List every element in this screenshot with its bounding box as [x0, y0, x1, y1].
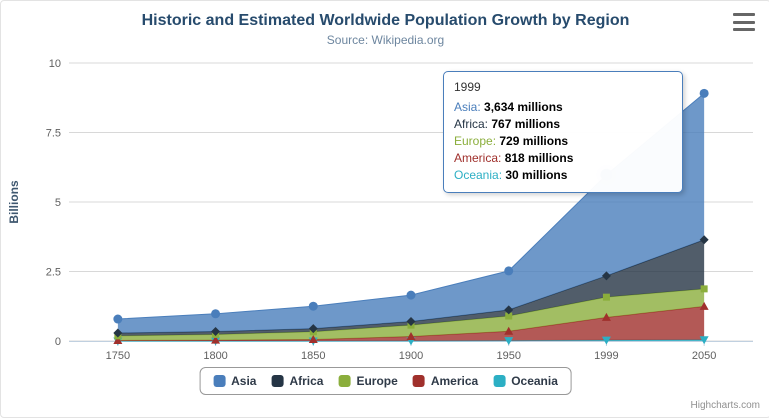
point-africa-1850[interactable]	[308, 324, 318, 334]
tooltip-series-value: 30 millions	[505, 168, 568, 182]
legend-label: America	[430, 374, 479, 388]
point-africa-2050[interactable]	[699, 235, 709, 245]
point-america-1999[interactable]	[601, 312, 611, 321]
y-axis-label: 7.5	[46, 128, 61, 140]
legend-item-oceania[interactable]: Oceania	[493, 374, 558, 388]
point-america-1750[interactable]	[113, 335, 123, 344]
point-africa-1950[interactable]	[504, 305, 514, 315]
legend-label: Oceania	[511, 374, 558, 388]
point-asia-1850[interactable]	[308, 301, 318, 311]
tooltip-row-oceania: Oceania: 30 millions	[454, 167, 672, 184]
series-area-africa[interactable]	[117, 239, 705, 336]
legend-item-europe[interactable]: Europe	[338, 374, 398, 388]
point-oceania-1950[interactable]	[504, 337, 514, 346]
y-axis-label: 0	[55, 336, 61, 348]
point-asia-1950[interactable]	[504, 266, 514, 276]
point-america-1800[interactable]	[211, 335, 221, 344]
chart-subtitle: Source: Wikipedia.org	[326, 33, 445, 47]
point-oceania-2050[interactable]	[699, 336, 709, 345]
legend-item-africa[interactable]: Africa	[271, 374, 323, 388]
series-area-america[interactable]	[117, 306, 705, 341]
point-africa-1999[interactable]	[601, 271, 611, 281]
x-axis-label: 1950	[496, 350, 520, 362]
point-asia-1800[interactable]	[211, 309, 221, 319]
point-america-1850[interactable]	[308, 334, 318, 343]
tooltip-series-value: 3,634 millions	[484, 100, 563, 114]
tooltip-series-name: Africa:	[454, 117, 492, 131]
point-oceania-1999[interactable]	[601, 336, 611, 345]
y-axis-label: 10	[49, 58, 61, 70]
x-axis-label: 1800	[203, 350, 227, 362]
legend-label: Asia	[231, 374, 257, 388]
legend-swatch-icon	[338, 375, 351, 387]
series-area-asia[interactable]	[117, 93, 705, 333]
tooltip-header: 1999	[454, 80, 481, 94]
x-axis-label: 1850	[301, 350, 325, 362]
hamburger-icon	[733, 13, 755, 16]
legend-swatch-icon	[271, 375, 284, 387]
legend-item-america[interactable]: America	[412, 374, 479, 388]
x-axis-label: 1900	[399, 350, 423, 362]
tooltip-series-name: Europe:	[454, 134, 500, 148]
point-america-1900[interactable]	[406, 331, 416, 340]
tooltip-row-africa: Africa: 767 millions	[454, 116, 672, 133]
point-europe-2050[interactable]	[700, 285, 708, 293]
tooltip-row-asia: Asia: 3,634 millions	[454, 99, 672, 116]
hamburger-icon	[733, 20, 755, 24]
hamburger-icon	[733, 28, 755, 31]
x-axis-label: 1999	[594, 350, 618, 362]
x-axis-label: 1750	[106, 350, 130, 362]
tooltip-series-value: 767 millions	[491, 117, 561, 131]
point-europe-1999[interactable]	[602, 293, 610, 301]
point-africa-1750[interactable]	[113, 328, 123, 338]
y-axis-title: Billions	[7, 180, 21, 224]
credits-link[interactable]: Highcharts.com	[690, 400, 760, 411]
legend-swatch-icon	[213, 375, 226, 387]
legend-swatch-icon	[412, 375, 425, 387]
plot-area: 0 2.5 5 7.5 10 1750 1800 1850 1900 1950 1999 2050	[46, 58, 753, 362]
tooltip-series-name: Asia:	[454, 100, 485, 114]
tooltip-series-name: Oceania:	[454, 168, 506, 182]
tooltip-row-america: America: 818 millions	[454, 150, 672, 167]
context-menu-button[interactable]	[731, 12, 757, 32]
tooltip-series-name: America:	[454, 151, 505, 165]
legend-swatch-icon	[493, 375, 506, 387]
tooltip-series-value: 729 millions	[499, 134, 569, 148]
legend-label: Europe	[356, 374, 398, 388]
tooltip-rows: Asia: 3,634 millions Africa: 767 millions…	[454, 99, 672, 184]
point-america-1950[interactable]	[504, 326, 514, 335]
legend-item-asia[interactable]: Asia	[213, 374, 256, 388]
y-axis-label: 2.5	[46, 267, 61, 279]
x-axis-label: 2050	[692, 350, 716, 362]
point-asia-1900[interactable]	[406, 290, 416, 300]
chart-title: Historic and Estimated Worldwide Populat…	[141, 12, 630, 29]
point-africa-1900[interactable]	[406, 316, 416, 326]
point-asia-1750[interactable]	[113, 314, 123, 324]
tooltip-row-europe: Europe: 729 millions	[454, 133, 672, 150]
point-asia-2050[interactable]	[699, 88, 709, 98]
tooltip-series-value: 818 millions	[504, 151, 574, 165]
legend: Asia Africa Europe America Oceania	[199, 367, 572, 395]
point-africa-1800[interactable]	[211, 326, 221, 336]
y-axis-label: 5	[55, 197, 61, 209]
point-europe-1950[interactable]	[505, 312, 513, 320]
point-america-2050[interactable]	[699, 301, 709, 310]
legend-label: Africa	[289, 374, 324, 388]
tooltip: 1999 Asia: 3,634 millions Africa: 767 mil…	[443, 71, 683, 193]
